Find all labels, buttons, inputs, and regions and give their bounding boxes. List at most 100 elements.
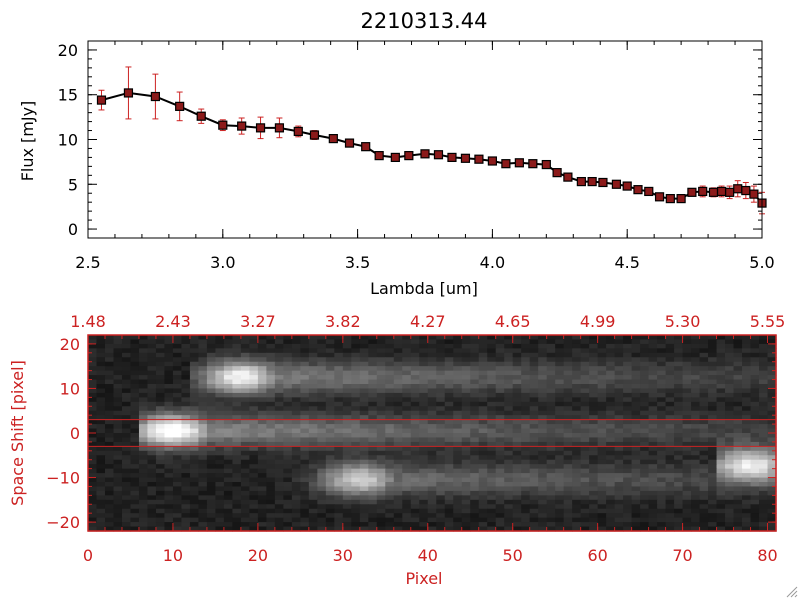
image-pixel <box>189 335 200 341</box>
image-pixel <box>147 437 157 443</box>
image-pixel <box>444 388 454 394</box>
image-pixel <box>138 343 149 349</box>
image-pixel <box>257 348 267 354</box>
image-pixel <box>104 410 115 416</box>
image-pixel <box>538 508 548 514</box>
image-pixel <box>240 504 250 510</box>
image-pixel <box>419 464 429 470</box>
image-pixel <box>461 477 471 483</box>
image-pixel <box>249 357 259 363</box>
image-pixel <box>606 406 616 412</box>
image-pixel <box>325 397 335 403</box>
image-pixel <box>623 468 633 474</box>
image-pixel <box>699 339 709 345</box>
image-pixel <box>529 348 539 354</box>
image-pixel <box>164 513 174 519</box>
image-pixel <box>606 419 616 425</box>
image-pixel <box>580 464 590 470</box>
image-pixel <box>699 455 709 461</box>
image-pixel <box>291 464 301 470</box>
image-pixel <box>189 499 200 505</box>
image-pixel <box>198 335 208 341</box>
image-pixel <box>648 397 658 403</box>
wavelength-tick-label: 5.55 <box>750 312 786 331</box>
image-pixel <box>121 361 132 367</box>
image-pixel <box>733 370 743 376</box>
image-pixel <box>308 424 318 430</box>
image-pixel <box>759 384 769 390</box>
image-pixel <box>240 361 250 367</box>
image-pixel <box>215 415 225 421</box>
image-pixel <box>308 343 318 349</box>
image-pixel <box>385 508 395 514</box>
image-pixel <box>589 343 599 349</box>
image-pixel <box>742 406 752 412</box>
image-pixel <box>708 343 718 349</box>
image-pixel <box>138 490 149 496</box>
image-pixel <box>529 370 539 376</box>
image-pixel <box>487 410 497 416</box>
image-pixel <box>623 379 633 385</box>
image-pixel <box>308 482 318 488</box>
wavelength-tick-label: 3.27 <box>240 312 276 331</box>
image-pixel <box>521 388 531 394</box>
image-pixel <box>172 477 183 483</box>
image-pixel <box>419 526 429 532</box>
image-pixel <box>172 343 183 349</box>
image-pixel <box>215 473 225 479</box>
image-pixel <box>742 348 752 354</box>
image-pixel <box>478 366 488 372</box>
image-pixel <box>572 343 582 349</box>
image-pixel <box>317 459 327 465</box>
image-pixel <box>699 482 709 488</box>
image-pixel <box>274 335 284 341</box>
image-pixel <box>147 477 157 483</box>
image-pixel <box>606 424 616 430</box>
image-pixel <box>623 366 633 372</box>
image-pixel <box>691 384 701 390</box>
image-pixel <box>325 517 335 523</box>
image-pixel <box>504 446 514 452</box>
image-pixel <box>155 397 166 403</box>
image-pixel <box>606 401 616 407</box>
image-pixel <box>589 455 599 461</box>
image-pixel <box>580 419 590 425</box>
image-pixel <box>385 384 395 390</box>
image-pixel <box>427 464 437 470</box>
image-pixel <box>597 446 607 452</box>
image-pixel <box>597 508 607 514</box>
image-pixel <box>691 473 701 479</box>
image-pixel <box>130 437 140 443</box>
image-pixel <box>521 508 531 514</box>
image-pixel <box>308 508 318 514</box>
image-pixel <box>453 415 463 421</box>
image-pixel <box>495 415 505 421</box>
image-pixel <box>716 370 726 376</box>
image-pixel <box>410 379 420 385</box>
x-tick-label: 20 <box>248 546 268 565</box>
image-pixel <box>682 477 692 483</box>
image-pixel <box>546 455 556 461</box>
image-pixel <box>512 508 522 514</box>
image-pixel <box>589 517 599 523</box>
image-pixel <box>716 490 726 496</box>
image-pixel <box>478 455 488 461</box>
image-pixel <box>274 508 284 514</box>
image-pixel <box>317 348 327 354</box>
image-pixel <box>113 446 123 452</box>
image-pixel <box>104 455 115 461</box>
image-pixel <box>478 464 488 470</box>
resize-grip-icon[interactable] <box>786 586 798 598</box>
image-pixel <box>113 459 123 465</box>
image-pixel <box>487 499 497 505</box>
image-pixel <box>648 486 658 492</box>
image-pixel <box>257 343 267 349</box>
image-pixel <box>436 490 446 496</box>
image-pixel <box>172 352 183 358</box>
image-pixel <box>342 522 352 528</box>
image-pixel <box>147 392 157 398</box>
image-pixel <box>495 482 505 488</box>
image-pixel <box>563 468 573 474</box>
image-pixel <box>88 348 98 354</box>
